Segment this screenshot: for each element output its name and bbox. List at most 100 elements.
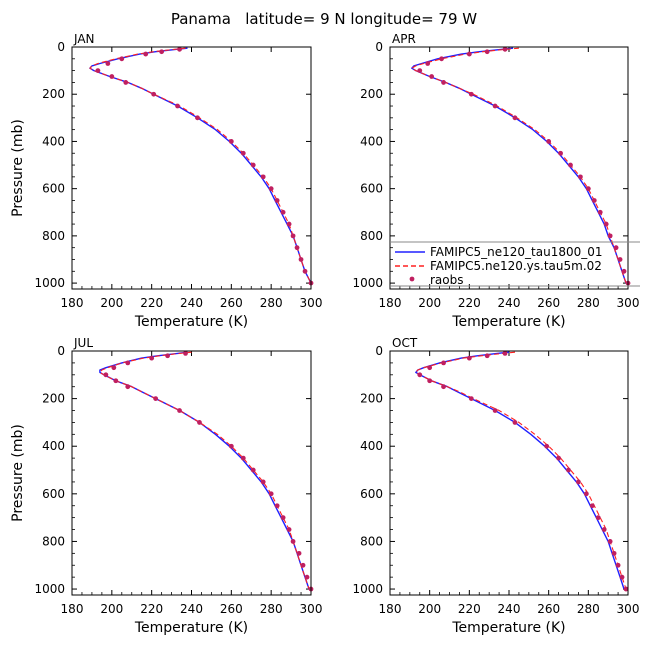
x-tick-label: 260 (220, 296, 243, 310)
y-tick-label: 600 (360, 487, 383, 501)
y-tick-label: 0 (57, 344, 65, 358)
raobs-point (298, 257, 304, 262)
x-axis-label: Temperature (K) (134, 620, 248, 636)
panel-label: JAN (73, 32, 95, 46)
y-tick-label: 600 (360, 182, 383, 196)
raobs-point (613, 245, 619, 251)
x-tick-label: 280 (260, 296, 283, 310)
raobs-point (441, 360, 446, 366)
raobs-point (294, 245, 300, 251)
x-tick-label: 260 (220, 602, 243, 616)
x-tick-label: 220 (458, 296, 481, 310)
raobs-point (153, 396, 159, 402)
raobs-point (603, 221, 609, 227)
raobs-point (286, 527, 292, 532)
legend: FAMIPC5_ne120_tau1800_01FAMIPC5.ne120.ys… (390, 241, 640, 287)
raobs-point (566, 467, 571, 473)
raobs-point (280, 515, 286, 521)
raobs-point (607, 233, 613, 239)
raobs-point (441, 80, 446, 85)
raobs-point (441, 384, 446, 390)
y-tick-label: 400 (42, 134, 65, 148)
y-tick-label: 1000 (34, 582, 65, 596)
raobs-point (240, 455, 246, 461)
x-tick-label: 180 (379, 602, 402, 616)
raobs-point (619, 574, 625, 580)
y-tick-label: 200 (360, 392, 383, 406)
y-tick-label: 400 (360, 439, 383, 453)
x-tick-label: 300 (617, 296, 640, 310)
y-axis-label: Pressure (mb) (10, 424, 26, 522)
y-tick-label: 800 (360, 534, 383, 548)
raobs-point (149, 355, 155, 361)
raobs-point (617, 257, 623, 262)
raobs-point (502, 350, 508, 356)
raobs-point (268, 186, 274, 192)
raobs-point (125, 360, 131, 366)
x-tick-label: 300 (300, 296, 323, 310)
y-tick-label: 400 (360, 134, 383, 148)
raobs-point (558, 150, 563, 156)
raobs-point (95, 68, 101, 74)
x-tick-label: 200 (100, 602, 123, 616)
raobs-point (484, 49, 490, 55)
x-tick-label: 180 (61, 296, 84, 310)
raobs-point (583, 491, 589, 497)
raobs-point (165, 353, 171, 359)
x-axis-label: Temperature (K) (451, 314, 565, 330)
series-line-tau1800 (99, 351, 310, 590)
y-tick-label: 600 (42, 487, 65, 501)
raobs-point (512, 420, 518, 425)
raobs-point (429, 74, 435, 79)
raobs-point (466, 51, 472, 57)
raobs-point (177, 46, 182, 52)
x-tick-label: 260 (537, 296, 560, 310)
y-tick-label: 800 (360, 229, 383, 243)
raobs-point (240, 150, 246, 156)
raobs-point (611, 550, 617, 556)
raobs-point (109, 74, 115, 79)
raobs-point (280, 209, 286, 215)
raobs-point (195, 115, 200, 121)
x-tick-label: 220 (458, 602, 481, 616)
x-tick-label: 300 (617, 602, 640, 616)
raobs-point (228, 443, 234, 449)
raobs-point (591, 198, 597, 203)
raobs-point (111, 365, 117, 371)
raobs-point (268, 491, 274, 497)
raobs-point (286, 221, 292, 227)
panel-label: APR (392, 32, 416, 46)
x-tick-label: 280 (577, 296, 600, 310)
series-line-tau5m (89, 47, 312, 284)
raobs-point (304, 574, 310, 580)
raobs-point (546, 139, 552, 144)
raobs-point (615, 562, 621, 568)
x-axis-label: Temperature (K) (451, 620, 565, 636)
x-axis-label: Temperature (K) (134, 314, 248, 330)
raobs-point (568, 162, 573, 168)
raobs-point (103, 372, 109, 378)
raobs-point (556, 455, 561, 461)
x-tick-label: 220 (140, 296, 163, 310)
raobs-point (228, 139, 234, 144)
raobs-point (177, 408, 182, 413)
raobs-point (113, 378, 119, 384)
raobs-point (260, 479, 266, 485)
plot-frame (71, 350, 312, 596)
raobs-point (300, 562, 306, 568)
x-tick-label: 180 (379, 296, 402, 310)
x-tick-label: 220 (140, 602, 163, 616)
raobs-point (585, 186, 591, 192)
raobs-point (143, 51, 149, 57)
x-tick-label: 260 (537, 602, 560, 616)
raobs-point (502, 46, 508, 52)
panel-jan: 180 200 220 240 260 280 300 0 200 400 600 800 1000 JA… (10, 32, 322, 330)
x-tick-label: 280 (260, 602, 283, 616)
x-tick-label: 240 (180, 296, 203, 310)
raobs-point (290, 539, 296, 544)
raobs-point (439, 56, 444, 62)
y-tick-label: 800 (42, 534, 65, 548)
series-line-tau1800 (415, 351, 625, 590)
raobs-point (274, 503, 280, 509)
